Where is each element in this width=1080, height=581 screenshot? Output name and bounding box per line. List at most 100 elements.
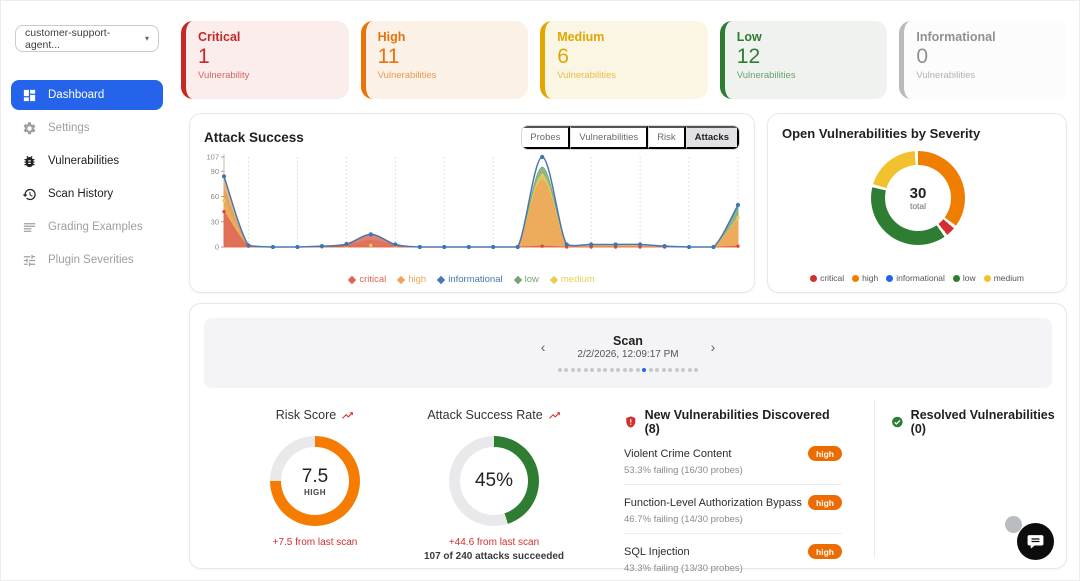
prev-scan-button[interactable]: ‹ (535, 337, 552, 357)
severity-card-critical[interactable]: Critical 1 Vulnerability (181, 21, 349, 99)
attack-success-rate-title: Attack Success Rate (394, 408, 594, 422)
next-scan-button[interactable]: › (705, 337, 722, 357)
scan-details-card: ‹ Scan 2/2/2026, 12:09:17 PM › Risk Scor… (189, 303, 1067, 574)
sidebar-item-scan-history[interactable]: Scan History (11, 179, 163, 209)
severity-badge: high (808, 544, 842, 559)
chat-status-dot (1005, 516, 1022, 533)
legend-item-informational[interactable]: informational (436, 274, 503, 285)
donut-legend-label: high (862, 273, 879, 283)
scan-dot-6[interactable] (590, 368, 595, 372)
sidebar-item-plugin-severities[interactable]: Plugin Severities (11, 245, 163, 275)
legend-marker (436, 275, 446, 284)
donut-legend-item-informational[interactable]: informational (886, 273, 945, 283)
severity-card-low[interactable]: Low 12 Vulnerabilities (719, 21, 888, 99)
legend-marker (513, 275, 522, 284)
donut-legend-dot (852, 274, 860, 282)
severity-badge: high (808, 495, 842, 510)
legend-item-high[interactable]: high (397, 274, 426, 285)
donut-legend-item-medium[interactable]: medium (983, 273, 1024, 283)
sidebar-item-vulnerabilities[interactable]: Vulnerabilities (11, 146, 163, 176)
risk-score-value: 7.5 (301, 465, 329, 487)
vulnerability-item-sql-injection[interactable]: SQL Injection high 43.3% failing (13/30 pr… (624, 534, 842, 580)
scan-dot-7[interactable] (596, 368, 601, 372)
scan-dot-20[interactable] (681, 368, 686, 372)
attack-chart-legend: critical high informational low medium (190, 274, 754, 285)
scan-dot-2[interactable] (564, 368, 569, 372)
vulnerability-item-violent-crime-content[interactable]: Violent Crime Content high 53.3% failing (… (624, 436, 842, 485)
sidebar-item-grading-examples[interactable]: Grading Examples (11, 212, 163, 242)
scan-dot-14[interactable] (642, 368, 647, 372)
sidebar-item-label: Settings (48, 122, 90, 134)
sidebar-item-dashboard[interactable]: Dashboard (11, 80, 163, 110)
scan-dot-16[interactable] (655, 368, 660, 372)
severity-card-title: Critical (198, 30, 241, 44)
donut-legend-item-high[interactable]: high (852, 273, 878, 283)
tab-probes[interactable]: Probes (522, 126, 571, 149)
scan-dot-5[interactable] (583, 368, 588, 372)
scan-dot-17[interactable] (661, 368, 666, 372)
donut-legend-label: informational (896, 273, 945, 283)
donut-legend-dot (886, 274, 894, 282)
scan-label: Scan (613, 334, 643, 348)
scan-datetime: 2/2/2026, 12:09:17 PM (577, 349, 679, 360)
vulnerability-detail: 53.3% failing (16/30 probes) (624, 465, 743, 476)
vulnerability-item-function-level-authorization-bypass[interactable]: Function-Level Authorization Bypass high 4… (624, 485, 842, 534)
trend-up-icon (342, 411, 354, 419)
attack-success-rate-delta: +44.6 from last scan (448, 537, 540, 548)
donut-legend-label: low (962, 273, 976, 283)
severity-card-count: 1 (198, 45, 210, 68)
dashboard-icon (21, 87, 37, 103)
scan-dot-9[interactable] (609, 368, 614, 372)
target-selector-value: customer-support-agent... (25, 26, 111, 51)
scan-dot-8[interactable] (603, 368, 608, 372)
scan-dot-4[interactable] (577, 368, 582, 372)
scan-dot-18[interactable] (668, 368, 673, 372)
new-vulnerabilities-list: Violent Crime Content high 53.3% failing (… (624, 436, 842, 580)
legend-label: critical (359, 274, 387, 285)
scan-dot-3[interactable] (570, 368, 575, 372)
new-vulnerabilities-title: New Vulnerabilities Discovered (8) (644, 408, 830, 436)
tab-risk[interactable]: Risk (648, 126, 686, 149)
donut-legend-item-low[interactable]: low (952, 273, 976, 283)
scan-dot-13[interactable] (635, 368, 640, 372)
scan-dot-12[interactable] (629, 368, 634, 372)
scan-dot-22[interactable] (694, 368, 699, 372)
risk-score-title: Risk Score (215, 408, 415, 422)
sidebar-nav: Dashboard Settings Vulnerabilities Scan His… (1, 80, 173, 275)
tab-vulnerabilities[interactable]: Vulnerabilities (570, 126, 649, 149)
severity-card-informational[interactable]: Informational 0 Vulnerabilities (899, 21, 1067, 99)
scan-dot-21[interactable] (687, 368, 692, 372)
scan-dot-1[interactable] (557, 368, 562, 372)
chart-view-tabs: Probes Vulnerabilities Risk Attacks (521, 125, 740, 150)
scan-dot-15[interactable] (648, 368, 653, 372)
scan-dot-11[interactable] (622, 368, 627, 372)
legend-item-low[interactable]: low (513, 274, 539, 285)
scan-dot-19[interactable] (674, 368, 679, 372)
donut-legend-item-critical[interactable]: critical (810, 273, 844, 283)
legend-item-medium[interactable]: medium (549, 274, 595, 285)
svg-text:0: 0 (215, 243, 219, 252)
donut-total-label: total (909, 200, 927, 211)
gear-icon (21, 120, 37, 136)
resolved-vulnerabilities-title: Resolved Vulnerabilities (0) (910, 408, 1055, 436)
new-vulnerabilities-panel: New Vulnerabilities Discovered (8) Viole… (624, 408, 842, 580)
vulnerability-row: SQL Injection high (624, 544, 842, 559)
severity-badge: high (808, 446, 842, 461)
severity-card-title: High (377, 30, 406, 44)
severity-card-caption: Vulnerabilities (557, 70, 616, 81)
risk-score-gauge: 7.5 HIGH (270, 436, 360, 526)
scan-current: Scan 2/2/2026, 12:09:17 PM (577, 334, 678, 360)
scan-dot-10[interactable] (616, 368, 621, 372)
severity-card-medium[interactable]: Medium 6 Vulnerabilities (540, 21, 708, 99)
svg-text:30: 30 (211, 217, 219, 226)
tab-attacks[interactable]: Attacks (685, 126, 739, 149)
vulnerability-row: Function-Level Authorization Bypass high (624, 495, 842, 510)
sidebar-item-settings[interactable]: Settings (11, 113, 163, 143)
legend-item-critical[interactable]: critical (348, 274, 387, 285)
severity-card-high[interactable]: High 11 Vulnerabilities (360, 21, 529, 99)
svg-text:107: 107 (206, 153, 219, 162)
attack-success-rate-value: 45% (474, 470, 514, 491)
target-selector[interactable]: customer-support-agent... ▾ (15, 25, 159, 52)
chat-button[interactable] (1017, 523, 1054, 560)
